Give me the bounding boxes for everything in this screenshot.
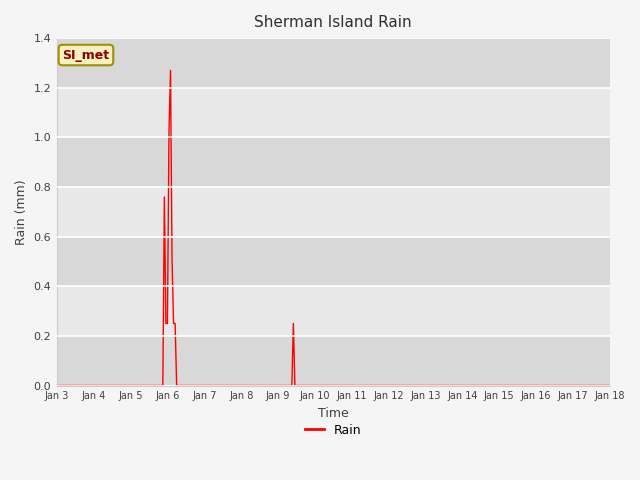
Bar [57,137,610,187]
Bar [57,336,610,385]
Title: Sherman Island Rain: Sherman Island Rain [255,15,412,30]
Bar [57,38,610,88]
Text: SI_met: SI_met [62,48,109,61]
Legend: Rain: Rain [300,419,367,442]
X-axis label: Time: Time [318,407,349,420]
Bar [57,237,610,286]
Y-axis label: Rain (mm): Rain (mm) [15,179,28,245]
Bar [57,286,610,336]
Bar [57,88,610,137]
Bar [57,187,610,237]
